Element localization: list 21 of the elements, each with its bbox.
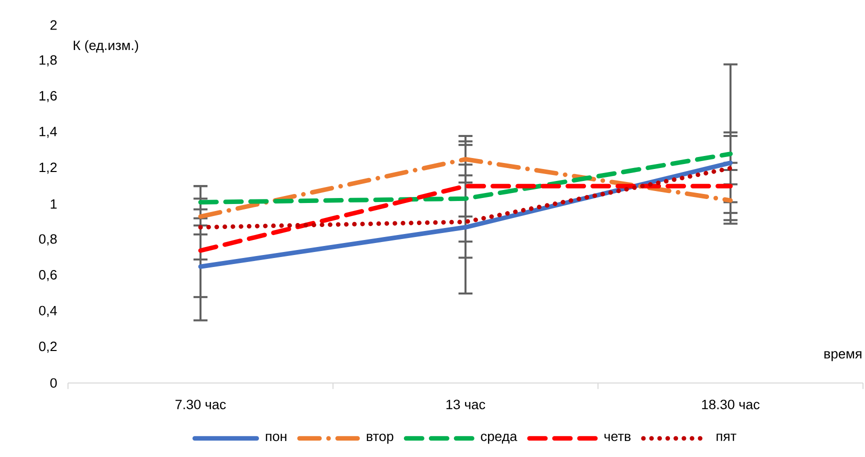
y-tick-label: 0,6: [39, 270, 57, 282]
x-tick-label: 7.30 час: [176, 400, 226, 410]
legend-label: втор: [366, 434, 394, 444]
y-tick-label: 1,4: [40, 126, 57, 138]
x-axis-title: время: [824, 351, 862, 362]
y-axis-title: К (ед.изм.): [74, 40, 138, 53]
y-tick-label: 1: [50, 199, 57, 209]
y-tick-label: 1,8: [40, 55, 57, 66]
y-tick-label: 1,6: [40, 91, 57, 102]
legend-label: четв: [604, 434, 631, 442]
y-tick-label: 0,8: [39, 234, 57, 246]
legend-label: среда: [480, 434, 518, 444]
y-tick-label: 0,4: [39, 306, 57, 317]
y-tick-label: 0,2: [39, 342, 57, 353]
y-tick-label: 0: [50, 378, 57, 388]
legend-label: пят: [716, 434, 736, 441]
y-tick-label: 2: [50, 20, 57, 30]
x-tick-label: 13 час: [446, 400, 486, 410]
y-tick-label: 1,2: [40, 162, 57, 174]
x-tick-label: 18.30 час: [702, 400, 760, 410]
legend-label: пон: [266, 434, 286, 442]
